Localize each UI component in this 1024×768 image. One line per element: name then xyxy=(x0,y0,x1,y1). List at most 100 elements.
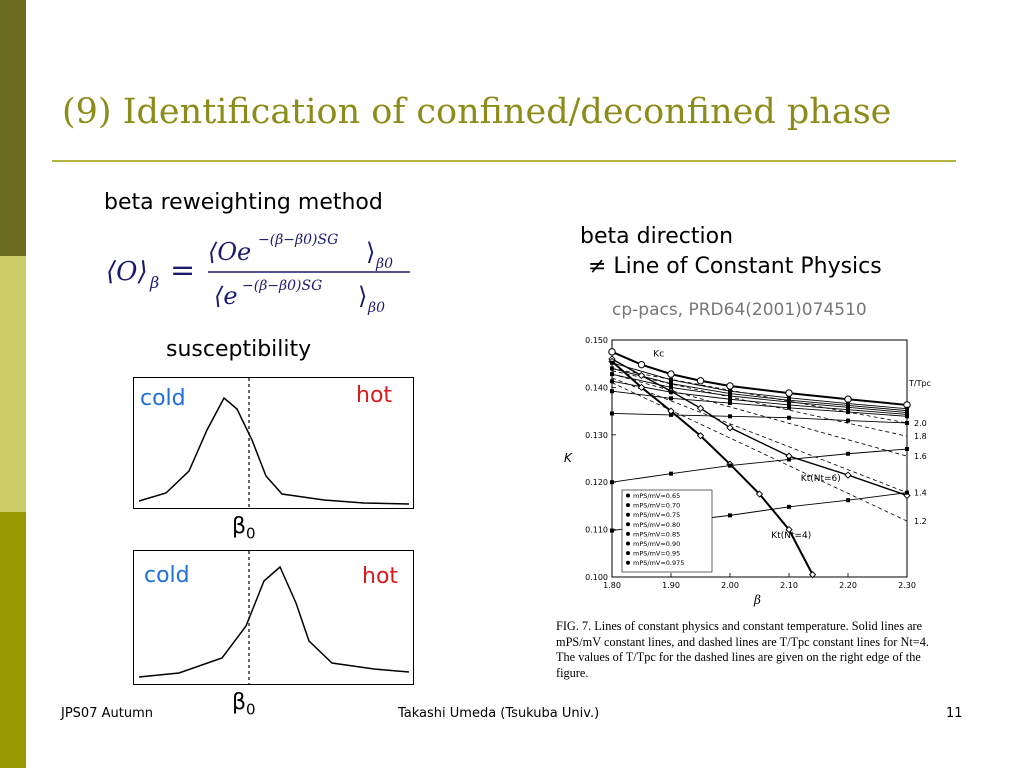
legend-marker xyxy=(626,493,630,498)
legend-entry: mPS/mV=0.70 xyxy=(633,502,680,510)
x-tick-label: 1.80 xyxy=(603,581,621,590)
side-strip-mid xyxy=(0,512,26,768)
figure-caption: FIG. 7. Lines of constant physics and co… xyxy=(556,619,929,680)
reweighting-formula: ⟨O⟩ β = ⟨Oe −(β−β0)SG ⟩ β0 ⟨e −(β−β0)SG … xyxy=(106,232,410,316)
cold-label-1: cold xyxy=(140,386,186,411)
mps-point xyxy=(728,414,732,419)
y-axis-label: K xyxy=(564,451,573,465)
mps-point xyxy=(787,405,791,410)
mps-point xyxy=(728,463,732,468)
kc-point xyxy=(785,389,793,397)
title-underline xyxy=(52,160,956,162)
right-axis-label: 1.2 xyxy=(914,517,927,526)
legend-entry: mPS/mV=0.85 xyxy=(633,530,680,538)
kc-point xyxy=(637,360,646,369)
mps-point xyxy=(787,504,791,509)
mps-point xyxy=(610,411,614,416)
mps-point xyxy=(610,360,614,365)
mps-point xyxy=(905,490,909,495)
y-tick-label: 0.120 xyxy=(585,478,608,487)
mps-point xyxy=(728,397,732,402)
mps-point xyxy=(669,471,673,476)
kt4-line xyxy=(611,360,814,576)
reweighting-method-label: beta reweighting method xyxy=(104,190,383,215)
mps-point xyxy=(846,410,850,415)
mps-point xyxy=(669,396,673,401)
chart-annotation: Kt(Nt=4) xyxy=(771,531,811,541)
susceptibility-curve-1 xyxy=(138,396,410,505)
mps-point xyxy=(846,418,850,423)
kc-point xyxy=(696,377,705,385)
susceptibility-curve-2 xyxy=(138,565,410,678)
page-number: 11 xyxy=(946,706,963,721)
kt6-point xyxy=(844,471,852,479)
mps-point xyxy=(905,414,909,419)
right-axis-labels: 2.0 1.8 1.6 1.4 1.2 xyxy=(914,419,927,526)
y-tick-label: 0.100 xyxy=(585,573,608,582)
hot-label-2: hot xyxy=(362,564,399,589)
mps-point xyxy=(905,420,909,425)
mps-point xyxy=(846,498,850,503)
legend-entry: mPS/mV=0.95 xyxy=(633,550,680,558)
mps-point xyxy=(728,391,732,396)
mps-line-6 xyxy=(611,448,908,483)
y-tick-label: 0.130 xyxy=(585,431,608,440)
dashed-line-0 xyxy=(611,368,908,424)
kt4-point xyxy=(785,525,793,534)
kc-line xyxy=(611,350,908,406)
beta-direction-label: beta direction xyxy=(580,224,734,249)
formula-denominator-close: ⟩ xyxy=(358,282,367,310)
right-axis-label: 2.0 xyxy=(914,419,927,428)
chart-annotation: Kt(Nt=6) xyxy=(801,474,841,484)
legend-marker xyxy=(626,551,630,556)
kc-point xyxy=(608,348,616,356)
kc-point xyxy=(667,370,675,378)
kt6-point xyxy=(637,371,646,380)
footer-author: Takashi Umeda (Tsukuba Univ.) xyxy=(398,706,600,721)
legend-marker xyxy=(626,541,630,546)
kt4-point xyxy=(755,490,764,498)
legend-entry: mPS/mV=0.975 xyxy=(633,559,684,567)
kt6-line xyxy=(611,358,908,497)
lcp-figure: 1.80 1.90 2.00 2.10 2.20 2.30 0.100 0.110 0.120 0… xyxy=(564,336,931,607)
mps-point xyxy=(787,400,791,405)
mps-point xyxy=(669,412,673,417)
cold-label-2: cold xyxy=(144,563,190,588)
kt6-point xyxy=(726,424,734,432)
mps-point xyxy=(787,402,791,407)
x-axis-label: β xyxy=(753,593,761,607)
mps-point xyxy=(787,415,791,420)
formula-numerator-sub: β0 xyxy=(375,256,393,272)
mps-point xyxy=(728,393,732,398)
mps-line-5 xyxy=(611,413,908,424)
mps-point xyxy=(905,447,909,452)
formula-denominator-sub: β0 xyxy=(367,300,385,316)
hot-label-1: hot xyxy=(356,383,393,408)
mps-point xyxy=(610,528,614,533)
mps-point xyxy=(846,451,850,456)
right-axis-title: T/Tpc xyxy=(908,379,931,388)
markers xyxy=(608,348,911,579)
formula-lhs: ⟨O⟩ xyxy=(106,257,148,287)
mps-line-1 xyxy=(611,368,908,412)
side-strip-light xyxy=(0,256,26,512)
kc-point xyxy=(726,382,734,390)
chart-annotation: Kc xyxy=(653,350,664,360)
dashed-line-1 xyxy=(611,370,908,437)
legend-entry: mPS/mV=0.80 xyxy=(633,521,680,529)
formula-lhs-sub: β xyxy=(149,273,159,292)
kc-point xyxy=(844,395,852,403)
mps-point xyxy=(728,401,732,406)
x-tick-label: 2.30 xyxy=(898,581,916,590)
kt4-point xyxy=(808,570,817,579)
legend-marker xyxy=(626,503,630,508)
lcp-label: ≠ Line of Constant Physics xyxy=(588,254,882,279)
susceptibility-plot-2: cold hot xyxy=(133,550,414,685)
legend-entry: mPS/mV=0.90 xyxy=(633,540,680,548)
susceptibility-plot-1: cold hot xyxy=(133,377,414,509)
kt4-point xyxy=(637,383,646,392)
mps-line-4 xyxy=(611,390,908,417)
dashed-line-2 xyxy=(611,373,908,457)
x-tick-label: 1.90 xyxy=(662,581,680,590)
